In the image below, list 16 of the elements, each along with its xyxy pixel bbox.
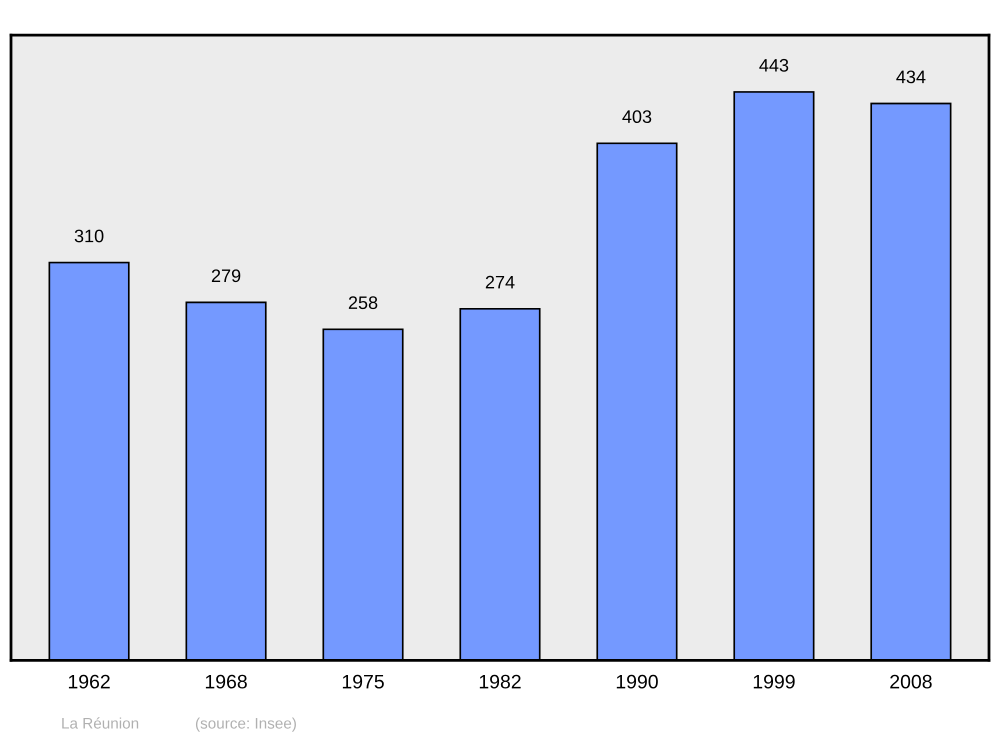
x-tick-label: 1968 <box>206 674 247 689</box>
data-label: 258 <box>348 296 378 310</box>
data-label: 403 <box>622 110 652 124</box>
x-tick-label: 1975 <box>342 674 384 689</box>
data-label: 310 <box>74 230 104 242</box>
x-tick-label: 1999 <box>754 674 795 689</box>
x-tick-label: 1990 <box>616 674 658 689</box>
data-label: 434 <box>896 70 926 84</box>
x-tick-label: 1962 <box>68 674 110 689</box>
data-label: 279 <box>212 269 240 282</box>
x-tick-label: 1982 <box>480 674 521 689</box>
x-tick-label: 2008 <box>890 674 932 689</box>
text: La Réunion <box>62 717 138 729</box>
data-label: 274 <box>486 276 515 288</box>
text: (source: Insee) <box>196 717 296 732</box>
data-label: 443 <box>759 58 788 72</box>
